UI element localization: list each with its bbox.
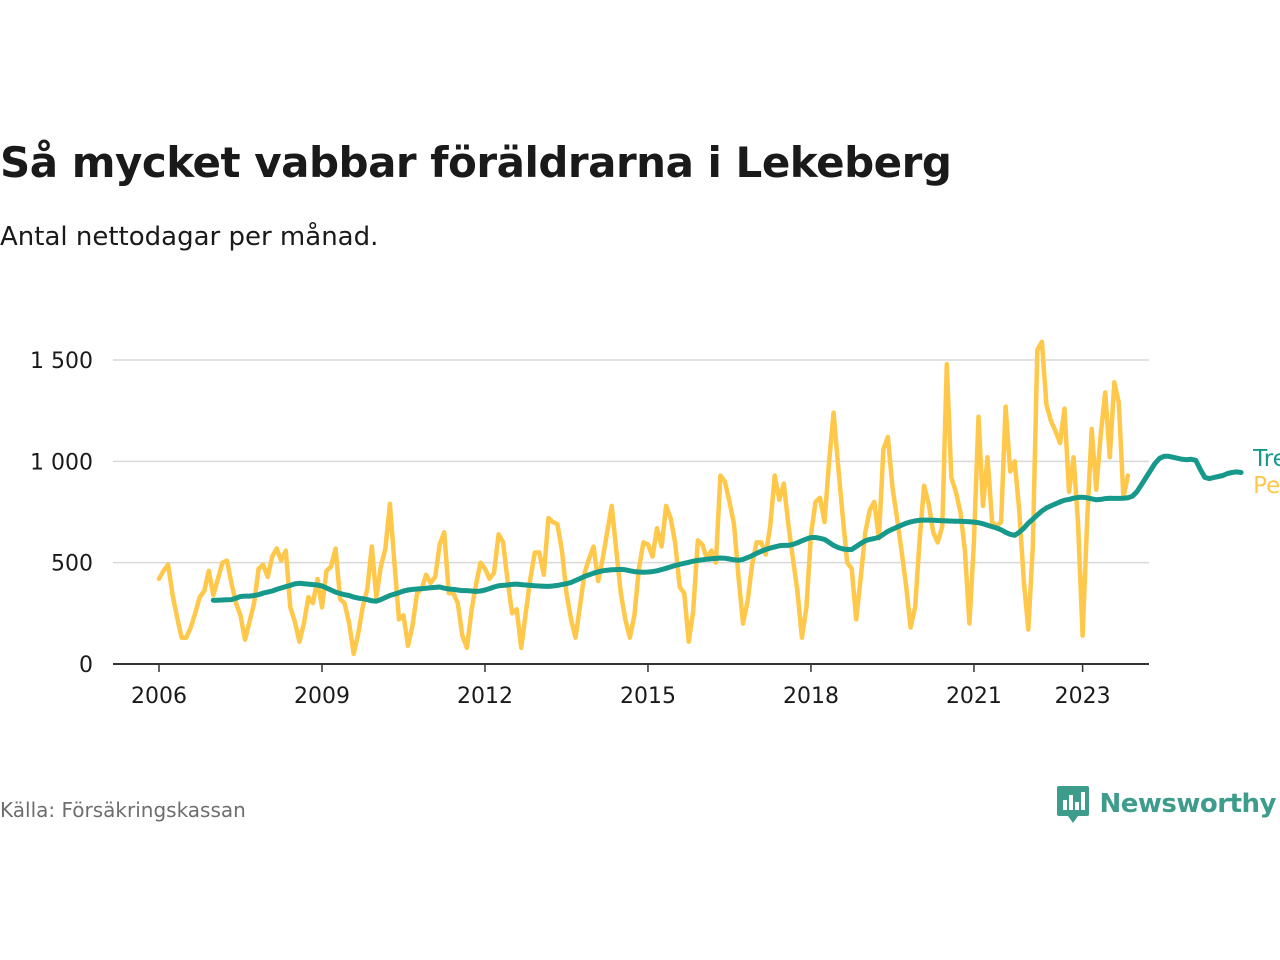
x-tick-label-2015: 2015 (620, 684, 676, 709)
chart-subtitle: Antal nettodagar per månad. (0, 222, 379, 252)
newsworthy-logo[interactable]: Newsworthy (1056, 784, 1277, 824)
x-tick-label-2006: 2006 (131, 684, 187, 709)
x-tick-label-2021: 2021 (946, 684, 1002, 709)
gridlines (113, 359, 1149, 564)
y-tick-label-1500: 1 500 (30, 349, 93, 374)
x-tick-label-2018: 2018 (783, 684, 839, 709)
y-axis-tick-labels: 0 500 1 000 1 500 (30, 349, 93, 678)
y-tick-label-500: 500 (51, 552, 93, 577)
series-labels: TrendPer månad (1252, 446, 1280, 499)
data-series (156, 339, 1244, 657)
series-label-trend: Trend (1252, 446, 1280, 472)
x-tick-label-2012: 2012 (457, 684, 513, 709)
y-tick-label-0: 0 (79, 653, 93, 678)
newsworthy-logo-icon (1056, 786, 1089, 823)
x-axis-ticks: 2006 2009 2012 2015 2018 2021 2023 (131, 664, 1111, 709)
series-label-per-månad: Per månad (1253, 471, 1280, 499)
series-line-trend (210, 453, 1244, 604)
chart-title: Så mycket vabbar föräldrarna i Lekeberg (0, 138, 952, 187)
x-tick-label-2023: 2023 (1055, 684, 1111, 709)
y-tick-label-1000: 1 000 (30, 450, 93, 475)
series-line-per-månad (156, 339, 1131, 657)
brand-name: Newsworthy (1099, 789, 1277, 819)
x-tick-label-2009: 2009 (294, 684, 350, 709)
source-note: Källa: Försäkringskassan (0, 798, 246, 822)
